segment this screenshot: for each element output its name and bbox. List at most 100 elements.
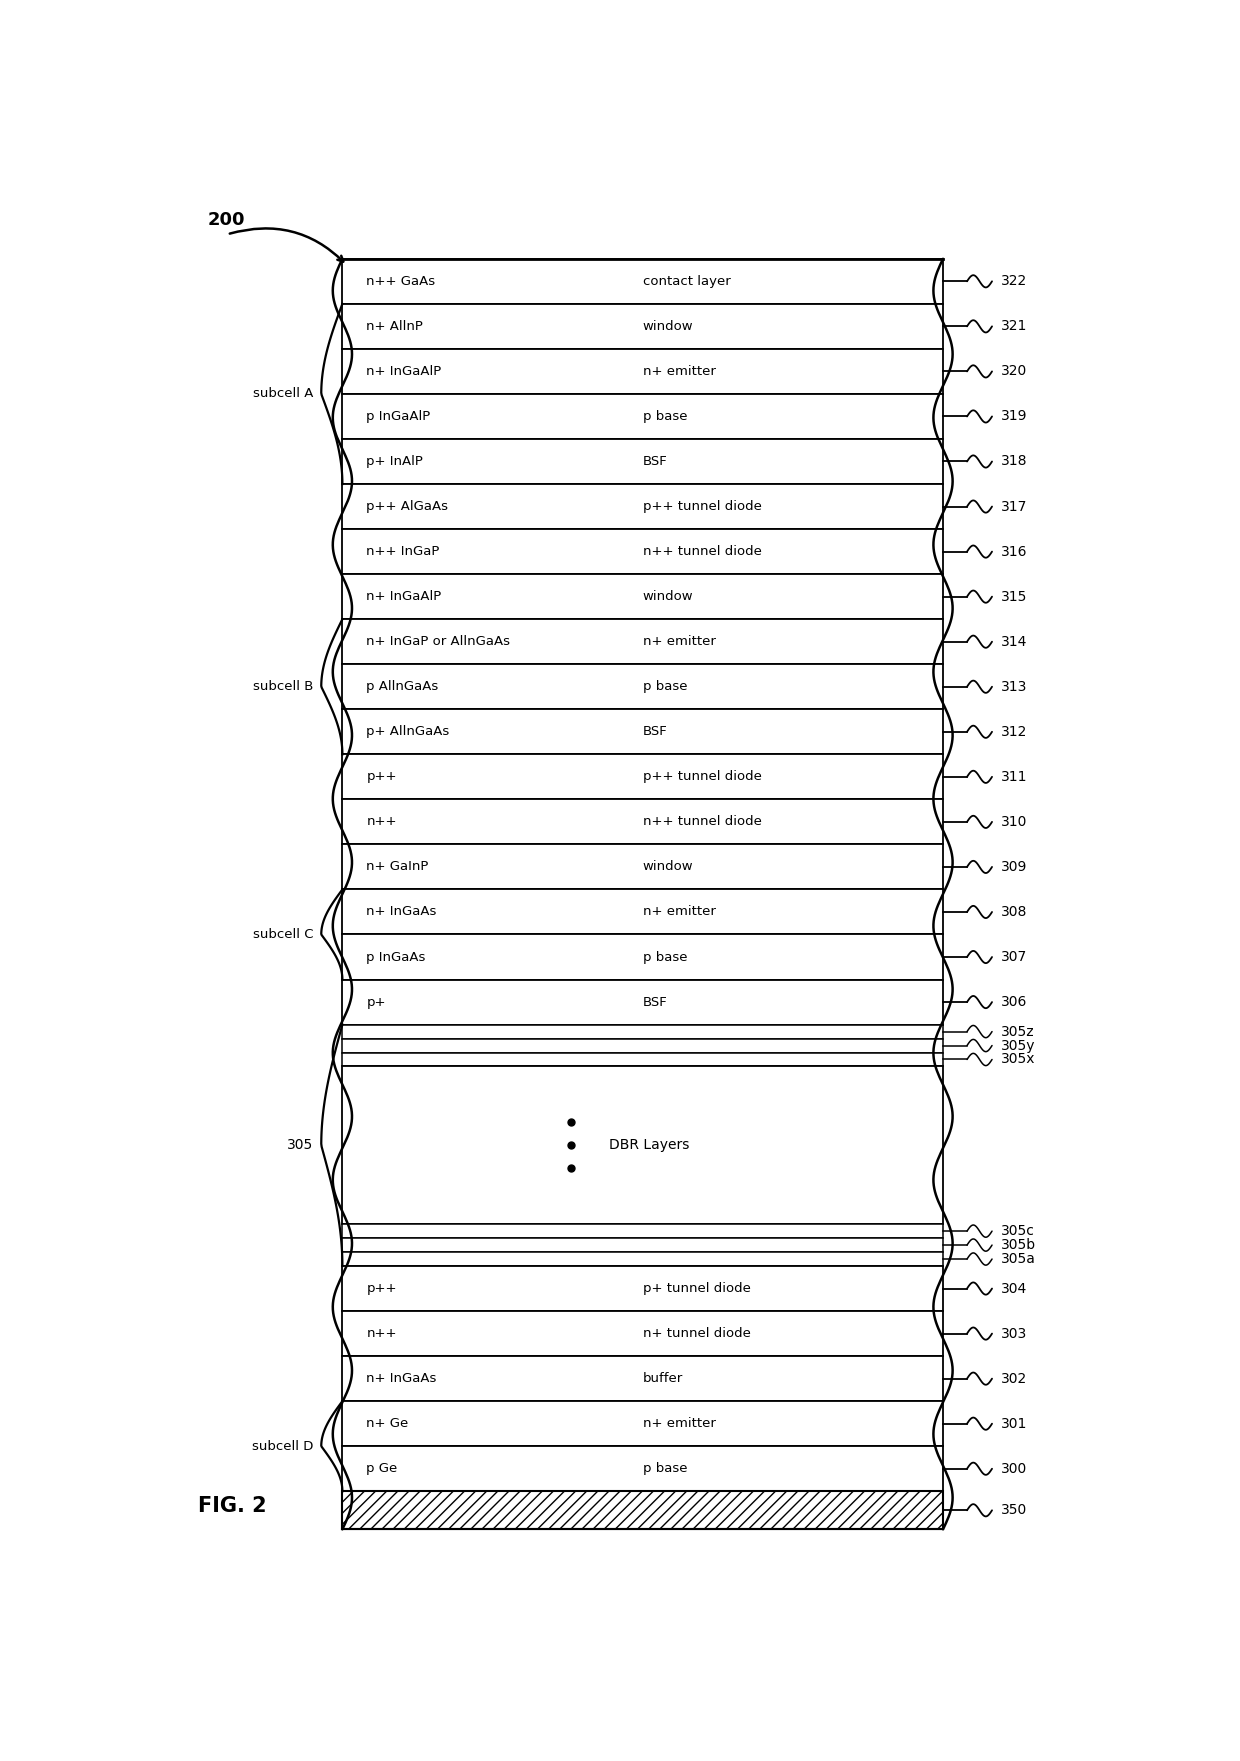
Text: p++: p++ [367,1282,397,1294]
Text: p+ InAlP: p+ InAlP [367,454,423,468]
Text: 310: 310 [1001,815,1027,829]
Text: window: window [642,321,693,333]
Text: 322: 322 [1001,275,1027,289]
Text: 305: 305 [288,1138,314,1152]
Text: n+ AllnP: n+ AllnP [367,321,423,333]
Text: p base: p base [642,951,687,963]
Text: 320: 320 [1001,365,1027,379]
Text: subcell A: subcell A [253,387,314,400]
Text: 307: 307 [1001,949,1027,963]
Text: 319: 319 [1001,410,1027,423]
Text: p++: p++ [367,770,397,784]
Text: p++ AlGaAs: p++ AlGaAs [367,500,449,512]
Bar [342,259,942,305]
Text: n++ tunnel diode: n++ tunnel diode [642,546,761,558]
Text: n+ InGaP or AllnGaAs: n+ InGaP or AllnGaAs [367,636,511,648]
Text: 200: 200 [208,211,246,229]
Bar [342,394,942,438]
Text: n+ tunnel diode: n+ tunnel diode [642,1328,750,1340]
Text: n++ InGaP: n++ InGaP [367,546,440,558]
Text: 305c: 305c [1001,1224,1034,1238]
Text: 305x: 305x [1001,1053,1035,1067]
Text: BSF: BSF [642,454,667,468]
Text: subcell C: subcell C [253,928,314,940]
Bar [342,979,942,1025]
Bar [342,1266,942,1310]
Bar [342,1039,942,1053]
Bar [342,799,942,845]
Text: 317: 317 [1001,500,1027,514]
Text: 316: 316 [1001,544,1027,558]
Text: p++ tunnel diode: p++ tunnel diode [642,770,761,784]
Text: 306: 306 [1001,995,1027,1009]
Text: n+ GaInP: n+ GaInP [367,861,429,873]
Text: 311: 311 [1001,770,1027,784]
Text: 305z: 305z [1001,1025,1034,1039]
Text: 312: 312 [1001,726,1027,740]
Text: p base: p base [642,1462,687,1476]
Bar [342,1067,942,1224]
Bar [342,438,942,484]
Bar [342,710,942,754]
Text: 313: 313 [1001,680,1027,694]
Text: window: window [642,590,693,602]
Bar [342,664,942,710]
Bar [342,1492,942,1529]
Text: p++ tunnel diode: p++ tunnel diode [642,500,761,512]
Text: BSF: BSF [642,726,667,738]
Text: n+ InGaAs: n+ InGaAs [367,905,436,919]
Text: subcell D: subcell D [252,1440,314,1453]
Text: p base: p base [642,410,687,423]
Text: n++: n++ [367,815,397,828]
Text: 300: 300 [1001,1462,1027,1476]
Bar [342,1025,942,1039]
Text: 305y: 305y [1001,1039,1035,1053]
Bar [342,845,942,889]
Text: 350: 350 [1001,1504,1027,1518]
Text: n+ emitter: n+ emitter [642,365,715,379]
Text: n+ Ge: n+ Ge [367,1418,409,1430]
Text: n+ InGaAlP: n+ InGaAlP [367,590,441,602]
Bar [342,1446,942,1492]
Text: 304: 304 [1001,1282,1027,1296]
Text: p InGaAs: p InGaAs [367,951,425,963]
Text: FIG. 2: FIG. 2 [198,1495,267,1516]
Text: n+ InGaAlP: n+ InGaAlP [367,365,441,379]
Bar [342,1053,942,1067]
Bar [342,935,942,979]
Text: buffer: buffer [642,1372,683,1386]
Bar [342,620,942,664]
Text: p+ tunnel diode: p+ tunnel diode [642,1282,750,1294]
Text: 309: 309 [1001,859,1027,873]
Text: 303: 303 [1001,1326,1027,1340]
Bar [342,1310,942,1356]
Text: n+ emitter: n+ emitter [642,636,715,648]
Text: p+ AllnGaAs: p+ AllnGaAs [367,726,450,738]
Bar [342,1238,942,1252]
Bar [342,1224,942,1238]
Bar [342,889,942,935]
Text: p InGaAlP: p InGaAlP [367,410,430,423]
Bar [342,484,942,528]
Text: n+ InGaAs: n+ InGaAs [367,1372,436,1386]
Text: 318: 318 [1001,454,1027,468]
Text: n++ GaAs: n++ GaAs [367,275,435,287]
Bar [342,528,942,574]
Text: 302: 302 [1001,1372,1027,1386]
Text: 308: 308 [1001,905,1027,919]
Bar [342,1402,942,1446]
Bar [342,1252,942,1266]
Text: p Ge: p Ge [367,1462,398,1476]
Bar [342,1356,942,1402]
Bar [342,574,942,620]
Text: window: window [642,861,693,873]
Text: p base: p base [642,680,687,694]
Text: n++ tunnel diode: n++ tunnel diode [642,815,761,828]
Text: 321: 321 [1001,319,1027,333]
Text: BSF: BSF [642,995,667,1009]
Text: n+ emitter: n+ emitter [642,905,715,919]
Text: DBR Layers: DBR Layers [609,1138,689,1152]
Text: contact layer: contact layer [642,275,730,287]
Text: 314: 314 [1001,634,1027,648]
Text: 315: 315 [1001,590,1027,604]
